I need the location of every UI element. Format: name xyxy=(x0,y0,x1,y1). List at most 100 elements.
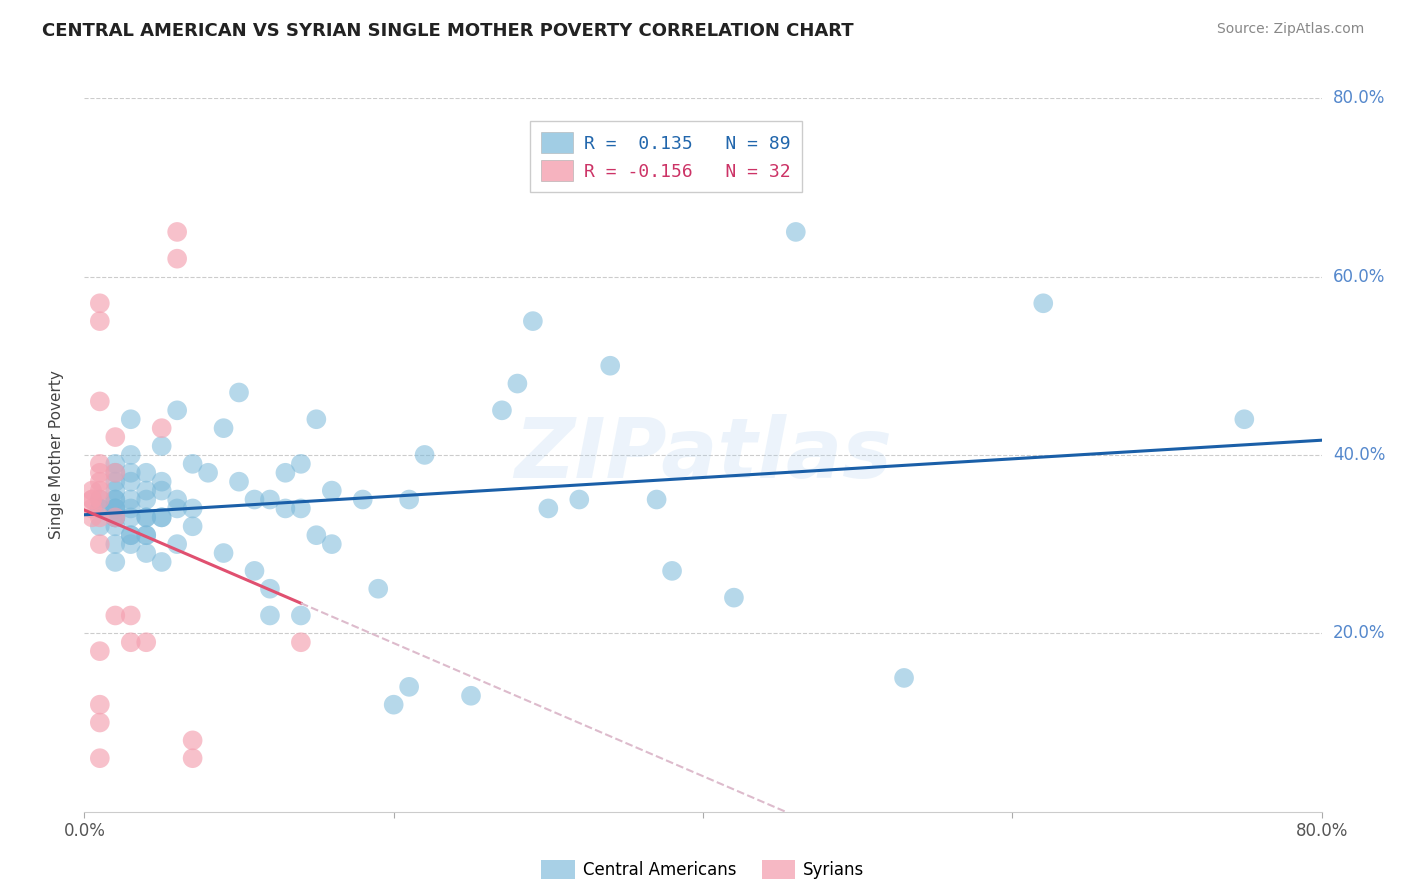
Point xyxy=(89,475,111,489)
Point xyxy=(104,501,127,516)
Point xyxy=(89,698,111,712)
Legend: R =  0.135   N = 89, R = -0.156   N = 32: R = 0.135 N = 89, R = -0.156 N = 32 xyxy=(530,121,801,192)
Point xyxy=(104,510,127,524)
Point xyxy=(243,492,266,507)
Point xyxy=(135,528,157,542)
Point xyxy=(352,492,374,507)
Point xyxy=(259,492,281,507)
Point xyxy=(367,582,389,596)
Point xyxy=(89,715,111,730)
Point xyxy=(82,510,104,524)
Point xyxy=(150,555,173,569)
Point xyxy=(305,412,328,426)
Point xyxy=(104,475,127,489)
Point xyxy=(104,492,127,507)
Point xyxy=(104,537,127,551)
Point xyxy=(166,225,188,239)
Point xyxy=(89,510,111,524)
Point xyxy=(321,537,343,551)
Point xyxy=(120,448,142,462)
Point xyxy=(181,457,204,471)
Point xyxy=(398,492,420,507)
Point xyxy=(135,635,157,649)
Point xyxy=(120,466,142,480)
Point xyxy=(135,528,157,542)
Point xyxy=(120,635,142,649)
Point xyxy=(150,421,173,435)
Point xyxy=(120,510,142,524)
Point xyxy=(150,475,173,489)
Point xyxy=(120,528,142,542)
Point xyxy=(104,430,127,444)
Point xyxy=(181,733,204,747)
Point xyxy=(104,492,127,507)
Point xyxy=(460,689,482,703)
Point xyxy=(259,582,281,596)
Point xyxy=(120,492,142,507)
Point xyxy=(243,564,266,578)
Text: 60.0%: 60.0% xyxy=(1333,268,1385,285)
Point xyxy=(166,537,188,551)
Y-axis label: Single Mother Poverty: Single Mother Poverty xyxy=(49,370,63,540)
Point xyxy=(228,475,250,489)
Point xyxy=(166,501,188,516)
Point xyxy=(398,680,420,694)
Point xyxy=(135,492,157,507)
Point xyxy=(1233,412,1256,426)
Point xyxy=(491,403,513,417)
Point xyxy=(89,296,111,310)
Point xyxy=(723,591,745,605)
Text: ZIPatlas: ZIPatlas xyxy=(515,415,891,495)
Point xyxy=(104,555,127,569)
Text: 80.0%: 80.0% xyxy=(1333,89,1385,107)
Point xyxy=(120,475,142,489)
Point xyxy=(104,510,127,524)
Point xyxy=(135,510,157,524)
Point xyxy=(290,608,312,623)
Point xyxy=(89,519,111,533)
Point xyxy=(181,501,204,516)
Point xyxy=(212,546,235,560)
Point xyxy=(104,510,127,524)
Point xyxy=(82,501,104,516)
Point xyxy=(135,483,157,498)
Point xyxy=(89,537,111,551)
Point xyxy=(104,608,127,623)
Point xyxy=(181,519,204,533)
Point xyxy=(104,501,127,516)
Point xyxy=(212,421,235,435)
Point xyxy=(89,644,111,658)
Point xyxy=(135,466,157,480)
Point xyxy=(893,671,915,685)
Point xyxy=(89,314,111,328)
Point xyxy=(89,483,111,498)
Point xyxy=(120,537,142,551)
Point xyxy=(82,483,104,498)
Point xyxy=(135,546,157,560)
Point xyxy=(135,510,157,524)
Point xyxy=(89,501,111,516)
Point xyxy=(197,466,219,480)
Point xyxy=(120,412,142,426)
Point xyxy=(120,501,142,516)
Text: Source: ZipAtlas.com: Source: ZipAtlas.com xyxy=(1216,22,1364,37)
Point xyxy=(82,492,104,507)
Point xyxy=(166,403,188,417)
Point xyxy=(274,501,297,516)
Point xyxy=(89,492,111,507)
Point xyxy=(506,376,529,391)
Point xyxy=(120,608,142,623)
Point xyxy=(150,439,173,453)
Point xyxy=(382,698,405,712)
Point xyxy=(259,608,281,623)
Point xyxy=(104,466,127,480)
Point xyxy=(568,492,591,507)
Point xyxy=(104,457,127,471)
Point xyxy=(181,751,204,765)
Point xyxy=(89,394,111,409)
Point xyxy=(89,751,111,765)
Point xyxy=(413,448,436,462)
Point xyxy=(166,492,188,507)
Point xyxy=(290,501,312,516)
Point xyxy=(104,519,127,533)
